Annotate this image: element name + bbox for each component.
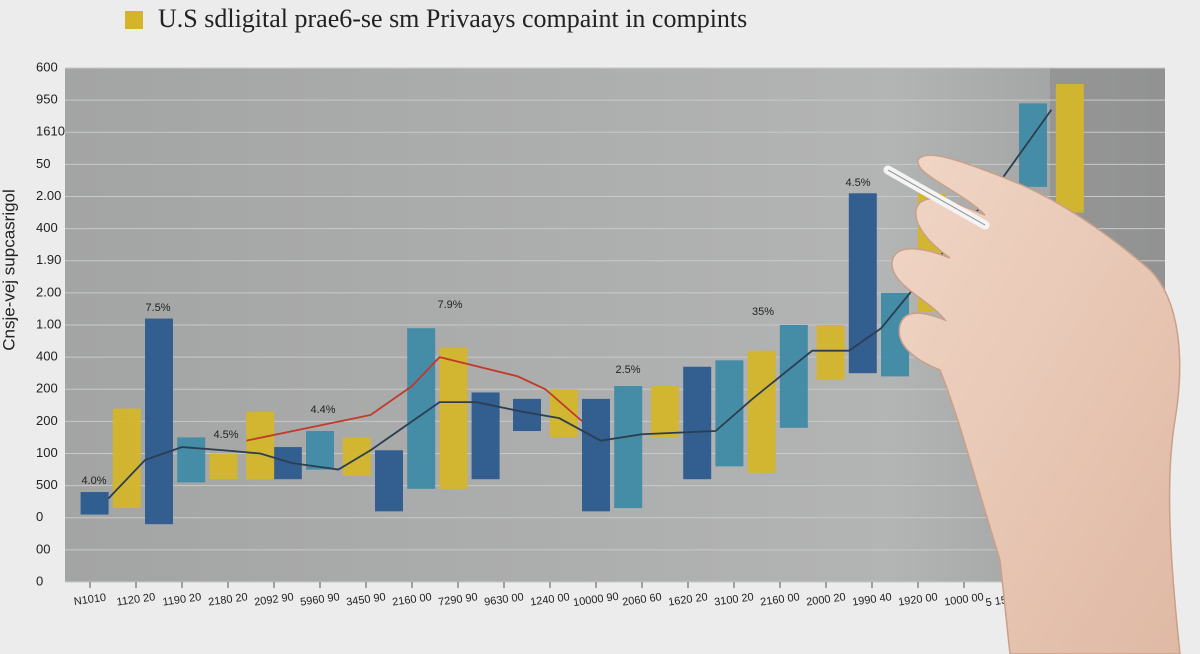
x-tick-label: N1010 [73,592,107,608]
annotation: 4.0% [81,475,106,487]
annotation: 4.4% [310,404,335,416]
x-tick-label: 2060 60 [621,591,662,608]
y-tick-label: 200 [36,413,58,428]
bar [209,453,238,480]
bar [246,411,275,480]
annotation: 7.5% [145,302,170,314]
y-tick-label: 400 [36,220,58,235]
x-tick-label: 1190 20 [162,591,202,608]
y-tick-label: 600 [36,59,58,74]
x-tick-label: 1920 00 [897,591,938,608]
bar [816,325,845,380]
y-tick-label: 2.00 [36,284,61,299]
y-tick-label: 50 [36,156,50,171]
bar [439,347,468,489]
bar [1019,103,1047,187]
x-tick-label: 2160 00 [391,591,432,608]
annotation: 35% [752,306,774,318]
x-tick-label: 9630 00 [483,591,524,608]
y-tick-label: 2.00 [36,188,61,203]
y-tick-label: 1610 [36,124,65,139]
x-tick-label: 1990 40 [851,591,892,608]
x-tick-label: 2092 90 [253,591,294,608]
x-tick-label: 1120 20 [116,591,156,608]
y-tick-label: 00 [36,541,50,556]
bar [848,193,877,374]
trend-line [107,109,1053,500]
bar [471,392,500,480]
y-tick-label: 500 [36,477,58,492]
x-tick-label: 5960 90 [299,591,340,608]
annotation: 4.5% [845,177,870,189]
x-tick-label: 2000 20 [805,591,846,608]
y-tick-label: 0 [36,573,43,588]
annotation: 7.9% [437,299,462,311]
x-tick-label: 2180 20 [207,591,248,608]
y-tick-label: 950 [36,92,58,107]
bar [715,360,744,467]
y-axis-label: Cnsje-vej supcasrigol [0,189,18,351]
bar [145,318,173,525]
annotation: 2.5% [615,364,640,376]
y-tick-label: 400 [36,349,58,364]
bar [1055,84,1084,213]
bar [747,350,776,473]
bar [614,386,643,509]
y-tick-label: 100 [36,445,58,460]
x-tick-label: 1620 20 [667,591,708,608]
bar [582,398,610,512]
chart-title: U.S sdligital prae6-se sm Privaays compa… [158,4,747,33]
x-tick-label: 7290 90 [437,591,478,608]
bar [112,408,141,509]
y-tick-label: 200 [36,381,58,396]
bar [375,450,403,512]
bar [683,366,712,480]
x-tick-label: 2160 00 [759,591,800,608]
y-tick-label: 1.90 [36,252,61,267]
bar [651,386,679,438]
annotation: 4.5% [213,429,238,441]
legend-swatch [125,11,143,29]
bar [177,437,206,483]
y-tick-label: 0 [36,509,43,524]
x-tick-label: 3450 90 [345,591,386,608]
x-tick-label: 3100 20 [713,591,754,608]
bar [306,431,334,470]
trend-line [246,356,583,442]
hand [883,154,1181,654]
x-tick-label: 1000 00 [943,591,984,608]
bar [80,492,109,515]
y-tick-label: 1.00 [36,316,61,331]
x-tick-label: 1240 00 [529,591,570,608]
bar [342,437,371,476]
bar [779,325,808,428]
pen-edge [887,169,986,226]
marks: 600 950 1610 50 2.00 400 1.90 2.00 1.00 400 200 200… [36,59,1169,609]
